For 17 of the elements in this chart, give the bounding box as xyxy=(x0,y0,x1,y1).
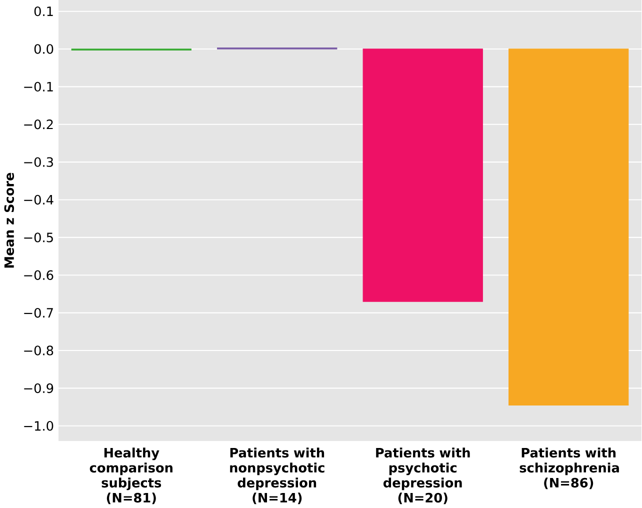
x-tick-label: Healthy comparison subjects (N=81) xyxy=(90,447,172,504)
x-tick-label: Patients with psychotic depression (N=20) xyxy=(376,447,470,504)
y-tick-label: 0.0 xyxy=(34,44,54,54)
y-tick-label: −0.1 xyxy=(24,82,53,92)
y-tick-label: −0.3 xyxy=(24,157,53,167)
y-tick-label: −0.7 xyxy=(24,308,53,318)
y-tick-label: −0.2 xyxy=(24,119,53,130)
x-tick-label: Patients with nonpsychotic depression (N=14) xyxy=(230,447,324,504)
x-tick-label: Patients with schizophrenia (N=86) xyxy=(520,447,619,489)
y-tick-label: −0.6 xyxy=(24,270,54,280)
y-tick-label: −0.8 xyxy=(24,345,54,356)
y-tick-label: 0.1 xyxy=(34,6,53,16)
y-tick-label: −1.0 xyxy=(24,420,54,431)
y-axis-title: Mean z Score xyxy=(4,172,14,268)
y-tick-label: −0.4 xyxy=(24,194,54,204)
y-tick-label: −0.9 xyxy=(24,383,54,393)
y-tick-label: −0.5 xyxy=(24,232,53,242)
